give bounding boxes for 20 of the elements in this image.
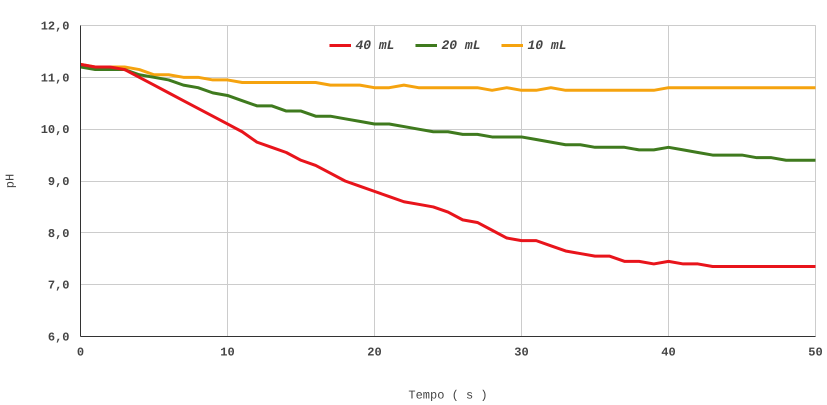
- line-series: [80, 65, 816, 162]
- x-tick-label: 0: [76, 346, 84, 360]
- line-series: [80, 62, 816, 268]
- legend-label: 40 mL: [355, 38, 394, 52]
- legend-label: 20 mL: [441, 38, 481, 52]
- y-tick-label: 12,0: [40, 20, 70, 34]
- y-tick-label: 9,0: [48, 175, 70, 189]
- y-axis-title: pH: [4, 174, 18, 188]
- y-tick-label: 11,0: [40, 71, 70, 86]
- legend-label: 10 mL: [528, 38, 567, 52]
- x-tick-label: 10: [220, 346, 235, 360]
- y-tick-label: 10,0: [40, 123, 70, 138]
- x-tick-label: 20: [367, 346, 382, 360]
- x-tick-label: 50: [808, 346, 823, 360]
- y-tick-label: 6,0: [48, 330, 70, 344]
- y-tick-label: 7,0: [48, 278, 70, 293]
- x-tick-label: 40: [661, 346, 676, 360]
- y-tick-label: 8,0: [48, 226, 70, 241]
- x-axis-title: Tempo ( s ): [408, 388, 488, 402]
- x-tick-label: 30: [514, 346, 529, 360]
